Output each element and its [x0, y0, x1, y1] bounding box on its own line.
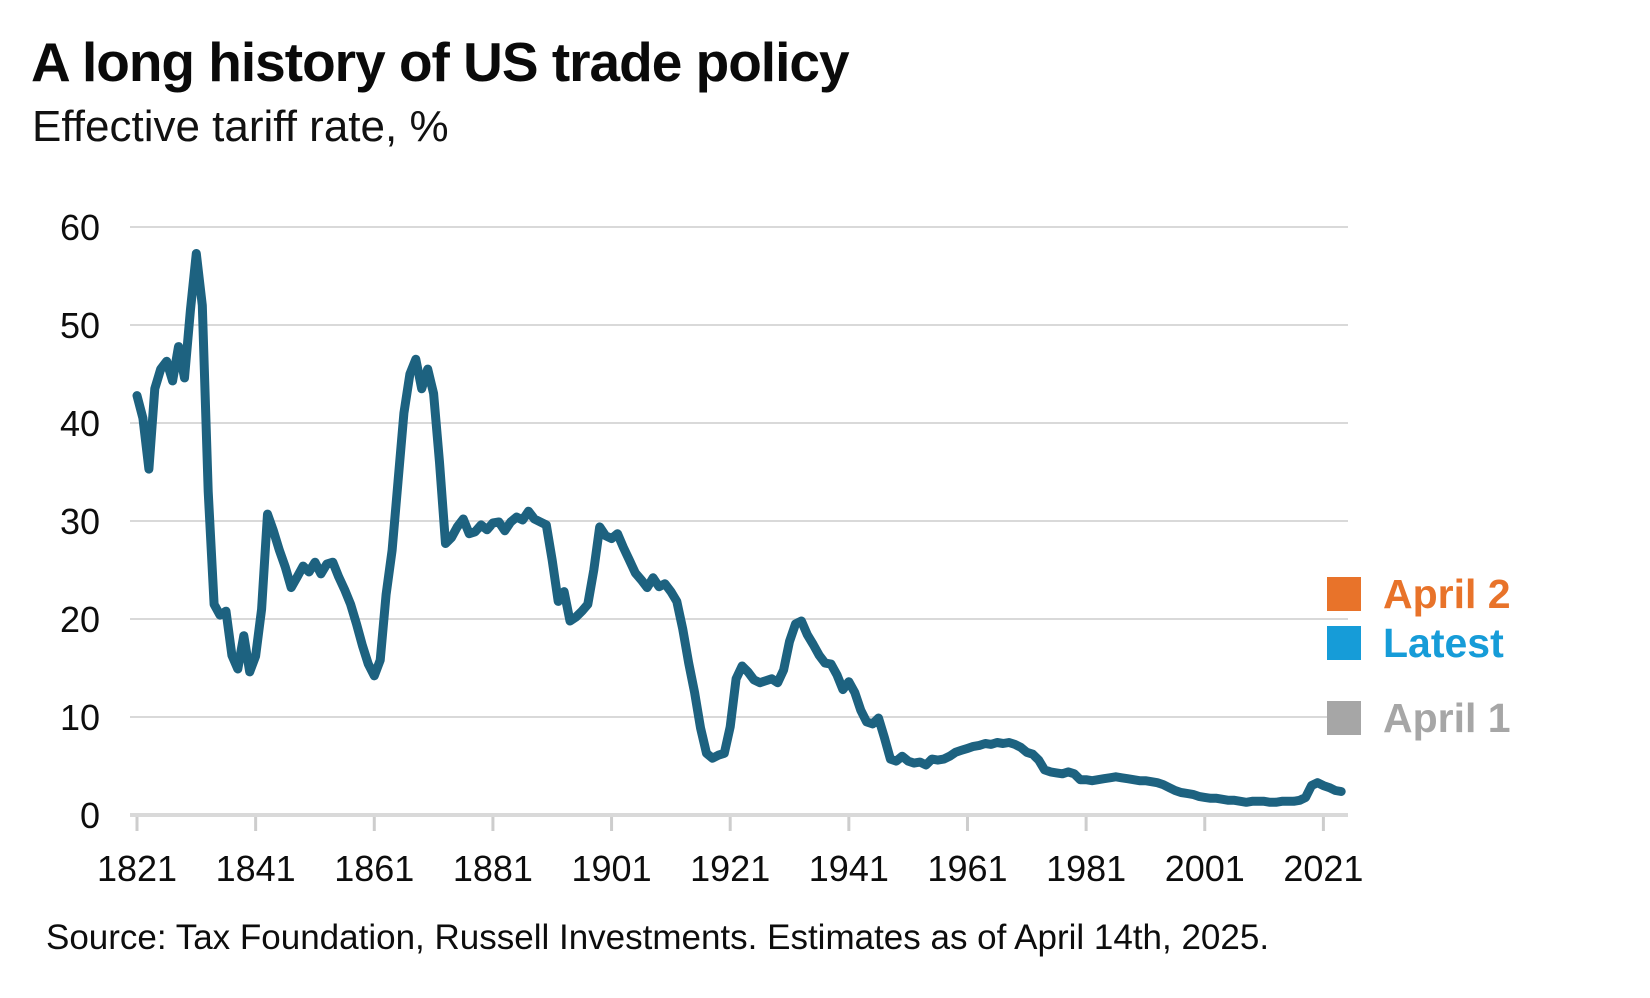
chart-subtitle: Effective tariff rate, % — [32, 102, 449, 151]
legend-item-april-2: April 2 — [1327, 570, 1511, 617]
y-tick-label-10: 10 — [60, 697, 100, 738]
x-tick-label-1861: 1861 — [334, 848, 414, 889]
x-tick-label-1841: 1841 — [216, 848, 296, 889]
x-tick-label-2021: 2021 — [1283, 848, 1363, 889]
x-tick-label-1981: 1981 — [1046, 848, 1126, 889]
y-tick-label-50: 50 — [60, 305, 100, 346]
x-tick-label-1921: 1921 — [690, 848, 770, 889]
legend-label-april-1: April 1 — [1383, 694, 1511, 741]
legend-item-latest: Latest — [1327, 619, 1504, 666]
legend-swatch-latest — [1327, 625, 1361, 660]
x-tick-label-1881: 1881 — [453, 848, 533, 889]
legend-label-april-2: April 2 — [1383, 570, 1511, 617]
source-note: Source: Tax Foundation, Russell Investme… — [46, 918, 1270, 957]
y-tick-label-60: 60 — [60, 207, 100, 248]
y-tick-label-0: 0 — [80, 795, 100, 836]
y-tick-label-40: 40 — [60, 403, 100, 444]
legend-swatch-april-2 — [1327, 576, 1361, 611]
legend-swatch-april-1 — [1327, 700, 1361, 735]
x-tick-label-1961: 1961 — [927, 848, 1007, 889]
x-tick-label-2001: 2001 — [1165, 848, 1245, 889]
chart-title: A long history of US trade policy — [31, 31, 850, 93]
x-tick-label-1821: 1821 — [97, 848, 177, 889]
y-tick-label-30: 30 — [60, 501, 100, 542]
x-tick-label-1901: 1901 — [572, 848, 652, 889]
legend-item-april-1: April 1 — [1327, 694, 1511, 741]
tariff-rate-line — [132, 249, 1346, 807]
x-tick-label-1941: 1941 — [809, 848, 889, 889]
y-tick-label-20: 20 — [60, 599, 100, 640]
legend-label-latest: Latest — [1383, 619, 1504, 666]
